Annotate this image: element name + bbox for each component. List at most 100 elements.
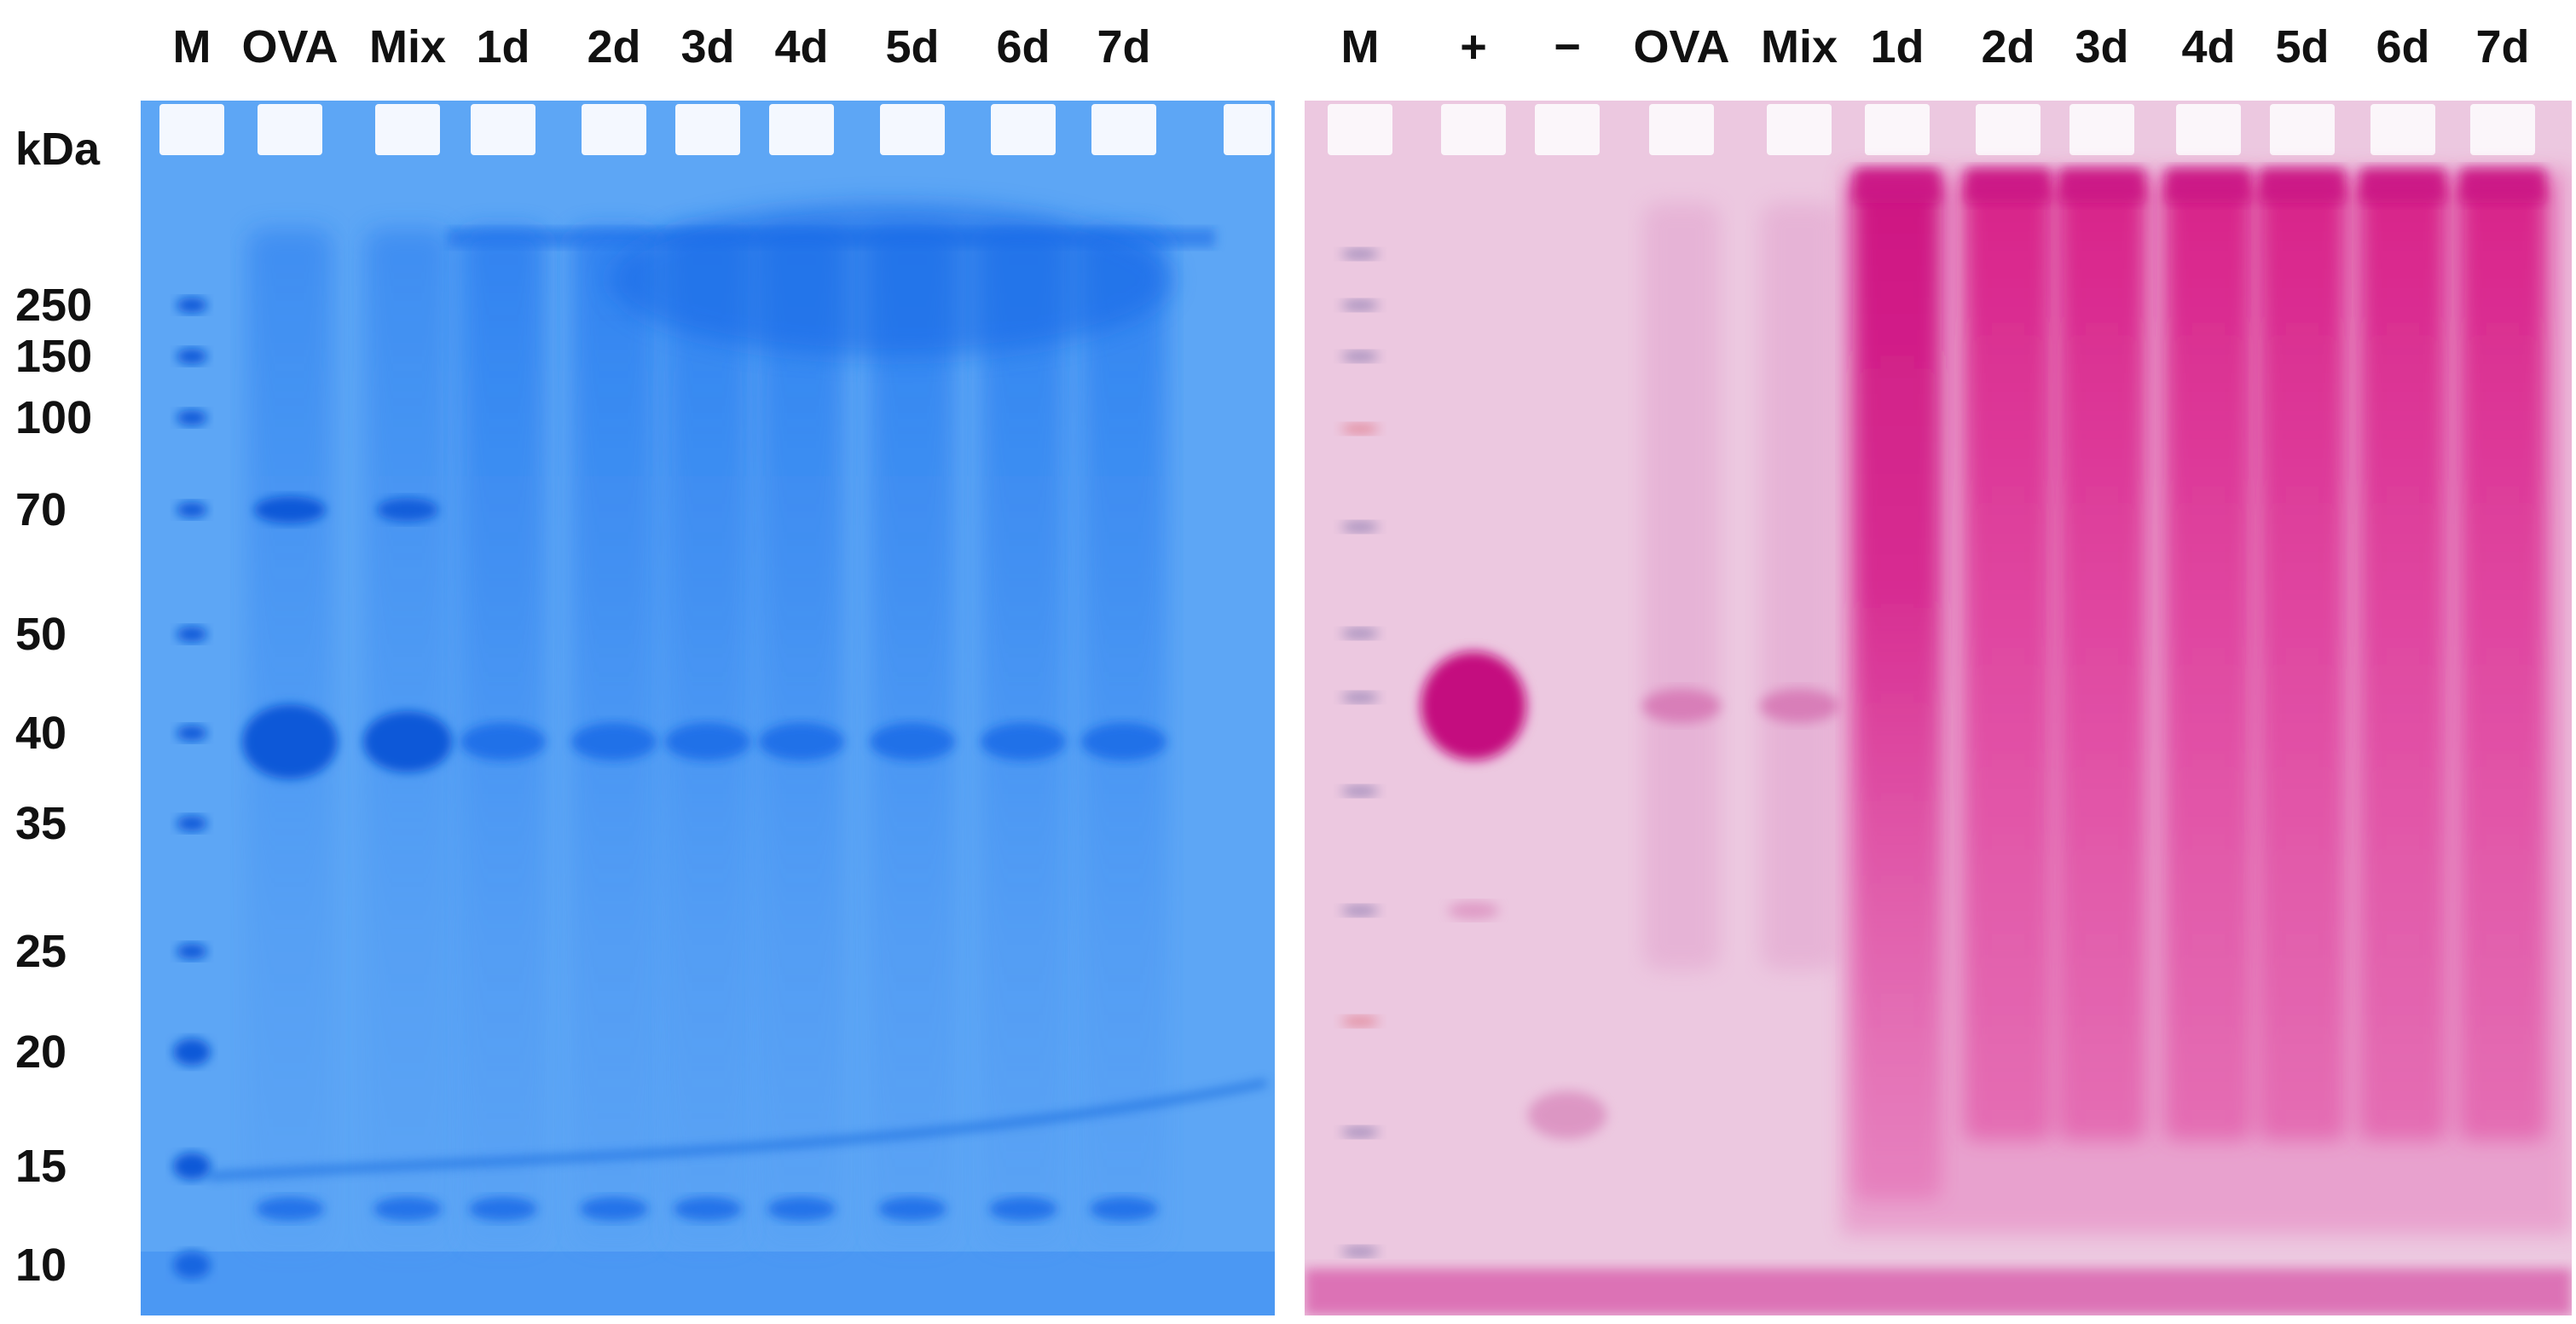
right-dye-front [1305, 1269, 2572, 1315]
mw-label-70: 70 [15, 484, 67, 535]
left-lane-label-7d: 7d [1097, 21, 1151, 72]
left-lane-label-Mix: Mix [368, 21, 447, 72]
left-lane-label-5d: 5d [885, 21, 940, 72]
left-well-8 [991, 104, 1056, 155]
left-lane-label-6d: 6d [996, 21, 1051, 72]
left-marker-band-250 [177, 298, 207, 313]
right-lane-label-M: M [1340, 21, 1380, 72]
right-marker-band-0 [1341, 249, 1379, 259]
right-marker-band-11 [1341, 1246, 1379, 1257]
left-well-4 [582, 104, 646, 155]
mw-label-40: 40 [15, 708, 67, 759]
left-band-1d-15 [469, 1197, 537, 1221]
left-marker-band-20 [173, 1038, 211, 1066]
left-band-7d-15 [1090, 1197, 1158, 1221]
left-bottom-shade [141, 1252, 1275, 1315]
left-well-7 [880, 104, 945, 155]
left-band-7d-40 [1081, 723, 1166, 760]
right-marker-band-1 [1341, 300, 1379, 310]
right-marker-band-6 [1341, 692, 1379, 702]
left-well-3 [471, 104, 535, 155]
glycoprotein-gel [1305, 101, 2572, 1315]
right-band-negative-control [1528, 1091, 1606, 1139]
left-band-Mix-40 [363, 711, 452, 772]
left-well-0 [159, 104, 224, 155]
right-smear-lane-Mix [1761, 203, 1838, 970]
right-marker-band-10 [1341, 1127, 1379, 1137]
left-marker-band-35 [177, 816, 207, 831]
left-band-5d-15 [878, 1197, 946, 1221]
mw-label-20: 20 [15, 1026, 67, 1078]
mw-label-250: 250 [15, 280, 93, 331]
right-lane-label-7d: 7d [2475, 21, 2530, 72]
left-aggregate-region [610, 203, 1172, 356]
right-marker-band-8 [1341, 905, 1379, 916]
right-lane-label-3d: 3d [2075, 21, 2129, 72]
right-band-positive-minor [1448, 902, 1499, 919]
right-well-11 [2470, 104, 2535, 155]
right-marker-band-4 [1341, 522, 1379, 532]
right-lane-label-minus: − [1554, 21, 1581, 72]
right-lane-label-1d: 1d [1870, 21, 1925, 72]
left-well-2 [375, 104, 440, 155]
right-marker-band-7 [1341, 786, 1379, 796]
right-lane-label-6d: 6d [2376, 21, 2430, 72]
right-marker-band-5 [1341, 628, 1379, 639]
left-lane-label-3d: 3d [680, 21, 735, 72]
left-well-5 [675, 104, 740, 155]
left-band-6d-40 [981, 723, 1066, 760]
left-marker-band-100 [177, 410, 207, 425]
left-well-9 [1091, 104, 1156, 155]
left-band-OVA-15 [256, 1197, 324, 1221]
right-smear-lane-OVA [1643, 203, 1720, 970]
right-well-7 [2069, 104, 2134, 155]
left-marker-band-70 [177, 502, 207, 517]
mw-label-35: 35 [15, 798, 67, 849]
left-band-2d-40 [571, 723, 657, 760]
unit-label: kDa [15, 124, 101, 175]
right-well-0 [1328, 104, 1392, 155]
left-band-3d-40 [665, 723, 750, 760]
left-band-Mix-70 [377, 498, 438, 522]
left-well-1 [258, 104, 322, 155]
right-marker-band-3 [1341, 424, 1379, 434]
left-band-2d-15 [580, 1197, 648, 1221]
mw-label-25: 25 [15, 926, 67, 977]
right-lane-label-2d: 2d [1981, 21, 2035, 72]
right-lane-label-Mix: Mix [1760, 21, 1838, 72]
left-band-6d-15 [989, 1197, 1057, 1221]
right-well-4 [1767, 104, 1832, 155]
right-band-Mix-40 [1760, 689, 1838, 723]
right-marker-band-9 [1341, 1016, 1379, 1026]
left-marker-band-15 [173, 1153, 211, 1180]
right-lane-label-4d: 4d [2181, 21, 2236, 72]
left-band-4d-15 [767, 1197, 836, 1221]
left-band-Mix-15 [373, 1197, 442, 1221]
left-marker-band-40 [177, 726, 207, 741]
coomassie-gel [141, 101, 1275, 1315]
right-well-9 [2270, 104, 2335, 155]
right-lane-label-5d: 5d [2275, 21, 2330, 72]
mw-label-15: 15 [15, 1141, 67, 1192]
right-lane-label-plus: + [1460, 21, 1487, 72]
left-lane-label-M: M [172, 21, 211, 72]
left-marker-band-50 [177, 627, 207, 642]
right-sample-haze [1842, 169, 2572, 1234]
mw-label-150: 150 [15, 331, 93, 382]
left-lane-label-OVA: OVA [241, 21, 339, 72]
right-well-2 [1535, 104, 1600, 155]
left-lane-label-2d: 2d [587, 21, 641, 72]
left-marker-band-10 [173, 1252, 211, 1279]
right-well-1 [1441, 104, 1506, 155]
mw-label-50: 50 [15, 609, 67, 660]
left-band-1d-40 [460, 723, 546, 760]
right-well-8 [2176, 104, 2241, 155]
mw-label-10: 10 [15, 1240, 67, 1291]
left-well-6 [769, 104, 834, 155]
left-marker-band-150 [177, 349, 207, 364]
left-band-OVA-70 [254, 496, 326, 523]
left-band-3d-15 [674, 1197, 742, 1221]
right-band-positive-control [1421, 651, 1526, 760]
left-band-5d-40 [870, 723, 955, 760]
left-lane-label-1d: 1d [476, 21, 530, 72]
